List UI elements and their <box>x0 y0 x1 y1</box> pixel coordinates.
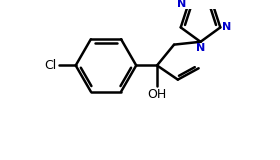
Text: N: N <box>177 0 186 9</box>
Text: N: N <box>222 22 232 32</box>
Text: Cl: Cl <box>45 59 57 72</box>
Text: OH: OH <box>147 88 167 101</box>
Text: N: N <box>196 43 205 53</box>
